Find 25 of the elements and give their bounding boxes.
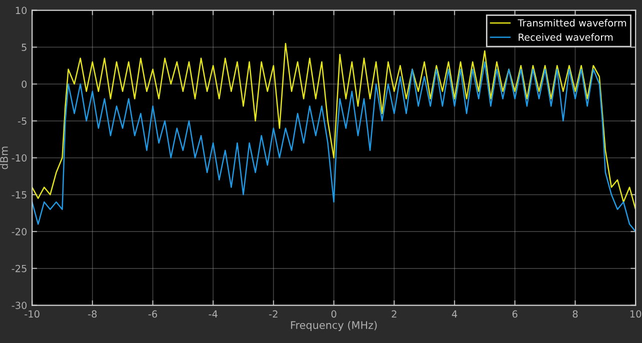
x-tick-label: 10 <box>630 310 642 318</box>
x-tick-label: 0 <box>331 310 336 318</box>
legend-label: Transmitted waveform <box>518 19 626 27</box>
x-tick-label: 2 <box>392 310 396 318</box>
x-axis-title: Frequency (MHz) <box>291 320 377 332</box>
y-tick-label: -15 <box>12 191 26 198</box>
y-tick-label: -30 <box>12 302 27 310</box>
legend-label: Received waveform <box>518 33 613 41</box>
y-tick-label: -10 <box>12 154 27 162</box>
y-tick-label: 0 <box>22 80 27 88</box>
x-tick-label: -8 <box>88 310 97 318</box>
x-tick-label: 4 <box>452 310 458 318</box>
x-tick-label: -4 <box>208 310 218 318</box>
line-series <box>32 42 636 210</box>
x-tick-label: -2 <box>269 310 278 318</box>
y-tick-label: 10 <box>16 6 27 14</box>
y-tick-label: 5 <box>22 44 26 51</box>
x-tick-label: -6 <box>148 310 158 318</box>
x-tick-label: 6 <box>512 310 518 318</box>
y-tick-label: -25 <box>12 264 26 272</box>
y-tick-label: -20 <box>12 228 27 236</box>
x-tick-label: 8 <box>572 310 578 318</box>
y-tick-label: -5 <box>18 118 26 125</box>
y-axis-title: dBm <box>0 146 8 170</box>
line-series <box>32 61 636 232</box>
